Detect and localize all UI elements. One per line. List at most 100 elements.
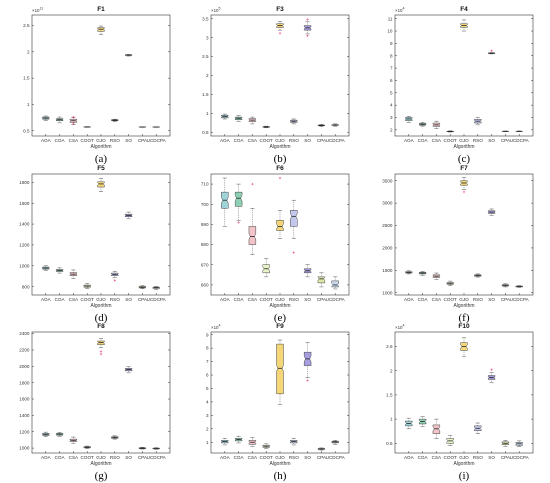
box-body [317,276,326,284]
box-coa [418,271,427,276]
y-tick-label: 2000 [19,364,30,369]
x-tick-label: RSO [110,455,120,460]
x-tick-label: COA [418,138,429,143]
x-tick-label: UCDCPA [147,455,167,460]
x-tick-label: SO [488,138,495,143]
x-tick-label: CSA [69,297,79,302]
box-coa [55,116,64,124]
panel-f8: F8 1000 1200 1400 1600 1800 2000 2200 2400 AOA COA… [19,323,171,482]
box-gjo [276,176,284,239]
box-cpa [138,126,147,128]
x-tick-label: AOA [220,455,231,460]
box-so [124,211,133,220]
x-tick-label: CSA [248,138,258,143]
exponent-base: ×10 [211,8,219,13]
box-cpa [501,130,510,132]
outlier-marker [237,221,240,224]
box-aoa [221,177,229,227]
x-tick-label: CPA [317,138,327,143]
y-tick-label: 1 [27,102,30,107]
box-ucdcpa [331,123,339,127]
y-tick-label: 1400 [19,413,30,418]
y-tick-label: 7 [206,359,209,364]
y-tick-label: 0.5 [23,128,30,133]
box-gjo [460,337,468,357]
y-tick-label: 1500 [382,268,393,273]
x-tick-label: UCDCPA [326,455,346,460]
box-rso [474,273,482,278]
box-csa [248,437,257,447]
y-tick-label: 7 [390,66,393,71]
box-ucdcpa [152,447,160,450]
panel-f6: F6 660 670 680 690 700 710 AOA COA CSA COOT GJO RSO S… [201,165,350,324]
plot-frame [394,173,534,296]
box-so [303,264,312,278]
y-tick-label: 1200 [19,243,30,248]
plot-frame [210,14,350,137]
box-csa [432,418,441,439]
x-tick-label: UCDCPA [510,138,530,143]
x-tick-label: SO [304,297,311,302]
axis-exponent: ×104 [395,7,404,14]
x-tick-label: RSO [289,138,299,143]
plot-frame [394,331,534,454]
y-tick-label: 6 [390,78,393,83]
box-coot [446,280,454,286]
x-tick-label: AOA [220,297,231,302]
box-coa [234,435,243,444]
box-ucdcpa [331,276,339,290]
x-tick-label: CSA [69,455,79,460]
x-tick-label: CSA [248,455,258,460]
x-tick-label: CPA [501,455,511,460]
y-tick-label: 6 [206,373,209,378]
y-tick-label: 1400 [19,222,30,227]
y-tick-label: 3000 [382,201,393,206]
x-tick-label: CSA [432,138,442,143]
panel-f10: F10 ×104 0.5 1 1.5 2 2.5 AOA COA CSA COOT GJO RSO SO C… [386,323,534,482]
y-tick-label: 5 [390,90,393,95]
box-rso [290,118,298,125]
x-tick-label: COOT [81,455,94,460]
box-rso [290,437,298,446]
x-tick-label: CSA [432,455,442,460]
box-coot [446,130,454,133]
box-ucdcpa [515,285,523,288]
x-tick-label: GJO [96,455,106,460]
box-body [276,220,284,231]
x-tick-label: CPA [138,297,148,302]
y-tick-label: 690 [201,222,209,227]
x-tick-label: COOT [260,297,273,302]
exponent-power: 5 [218,7,220,11]
box-gjo [276,21,284,35]
outlier-marker [306,34,309,37]
box-body [432,424,441,434]
box-body [234,191,243,207]
x-tick-label: GJO [96,297,106,302]
box-ucdcpa [515,440,523,447]
x-tick-label: CSA [69,138,79,143]
outlier-marker [490,49,493,53]
box-aoa [42,431,50,437]
panel-title: F4 [460,6,468,13]
x-tick-label: COA [55,297,66,302]
y-tick-label: 2 [390,127,393,132]
y-tick-label: 3 [206,413,209,418]
axis-exponent: ×1011 [32,7,43,14]
box-coa [418,122,427,127]
box-csa [69,115,78,126]
x-tick-label: RSO [473,455,483,460]
y-tick-label: 1000 [19,446,30,451]
panel-title: F3 [276,6,284,13]
box-aoa [405,417,413,430]
y-tick-label: 1.5 [386,393,393,398]
x-tick-label: GJO [275,138,285,143]
y-tick-label: 2 [206,426,209,431]
y-tick-label: 800 [22,284,30,289]
box-cpa [317,272,326,288]
x-axis-label: Algorithm [453,144,474,150]
x-tick-label: COA [55,455,66,460]
y-tick-label: 1800 [19,380,30,385]
panel-title: F5 [97,165,105,172]
y-tick-label: 2.5 [202,54,209,59]
box-coot [446,435,454,446]
